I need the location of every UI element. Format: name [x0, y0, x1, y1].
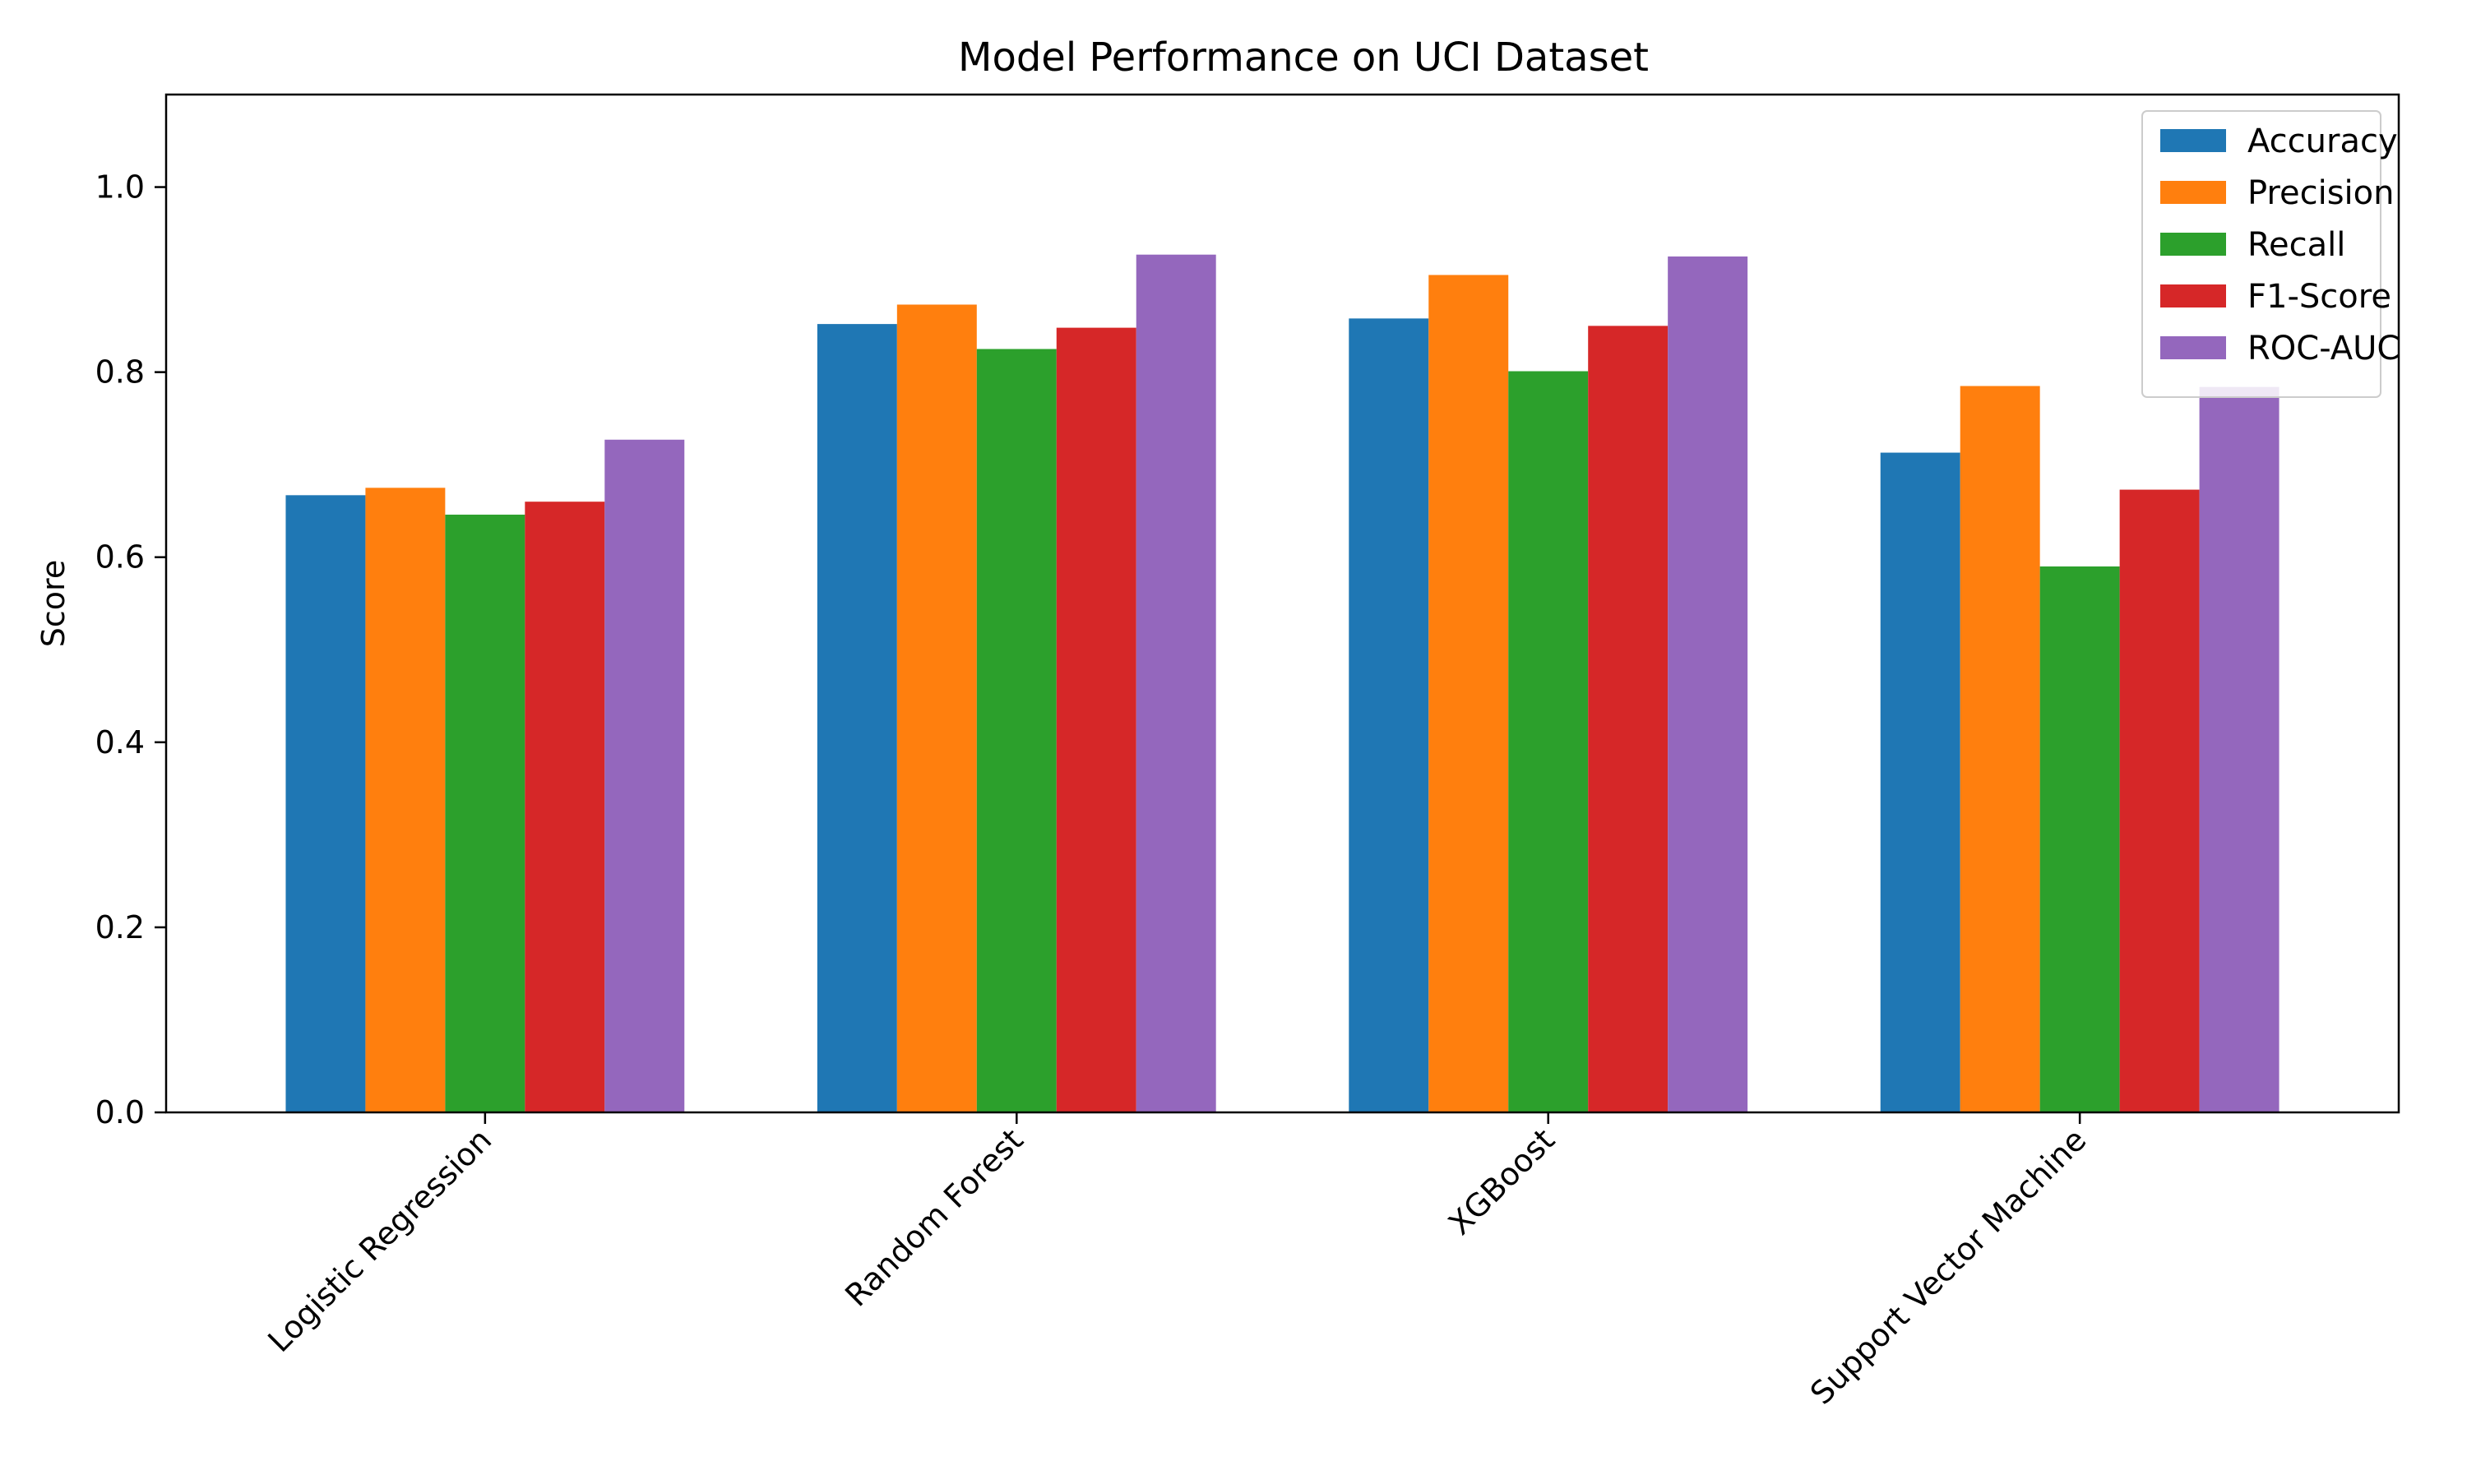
legend-swatch-precision	[2160, 181, 2226, 204]
bar-accuracy-0	[285, 495, 366, 1112]
legend-swatch-recall	[2160, 233, 2226, 256]
legend-label[interactable]: Accuracy	[2247, 123, 2398, 160]
bar-f1-score-2	[1588, 326, 1669, 1112]
bar-precision-3	[1960, 386, 2040, 1112]
bar-recall-0	[445, 514, 525, 1112]
legend-swatch-roc-auc	[2160, 336, 2226, 359]
legend-swatch-f1-score	[2160, 284, 2226, 307]
bar-f1-score-3	[2119, 489, 2200, 1112]
legend[interactable]: Accuracy Precision Recall F1-Score ROC-AUC	[2141, 110, 2400, 398]
y-tick-label: 0.0	[95, 1094, 145, 1130]
bar-recall-2	[1508, 371, 1589, 1112]
bar-roc-auc-3	[2199, 386, 2280, 1112]
bar-accuracy-3	[1880, 452, 1960, 1112]
bar-roc-auc-2	[1668, 256, 1748, 1113]
legend-label[interactable]: ROC-AUC	[2247, 330, 2400, 368]
bar-recall-3	[2039, 566, 2120, 1112]
bar-f1-score-0	[525, 502, 605, 1112]
y-tick-label: 0.8	[95, 354, 145, 391]
y-tick-label: 0.2	[95, 909, 145, 945]
bar-roc-auc-0	[604, 439, 685, 1112]
legend-label[interactable]: Recall	[2247, 226, 2345, 264]
bar-precision-2	[1428, 275, 1509, 1113]
bar-precision-1	[896, 304, 977, 1113]
legend-label[interactable]: Precision	[2247, 174, 2394, 212]
bar-accuracy-1	[817, 324, 897, 1112]
chart-title: Model Performance on UCI Dataset	[958, 35, 1649, 81]
bars-layer	[285, 254, 2280, 1113]
y-tick-label: 0.6	[95, 539, 145, 576]
bar-accuracy-2	[1349, 318, 1429, 1112]
bar-precision-0	[365, 488, 446, 1112]
bar-f1-score-1	[1056, 327, 1136, 1112]
y-axis-ticks: 0.0 0.2 0.4 0.6 0.8 1.0	[95, 169, 166, 1130]
y-axis-label: Score	[35, 560, 72, 647]
y-tick-label: 1.0	[95, 169, 145, 206]
legend-swatch-accuracy	[2160, 129, 2226, 152]
bar-recall-1	[976, 349, 1057, 1112]
y-tick-label: 0.4	[95, 724, 145, 760]
plot-frame	[164, 93, 2400, 1114]
bar-roc-auc-1	[1136, 254, 1216, 1113]
legend-label[interactable]: F1-Score	[2247, 278, 2391, 316]
